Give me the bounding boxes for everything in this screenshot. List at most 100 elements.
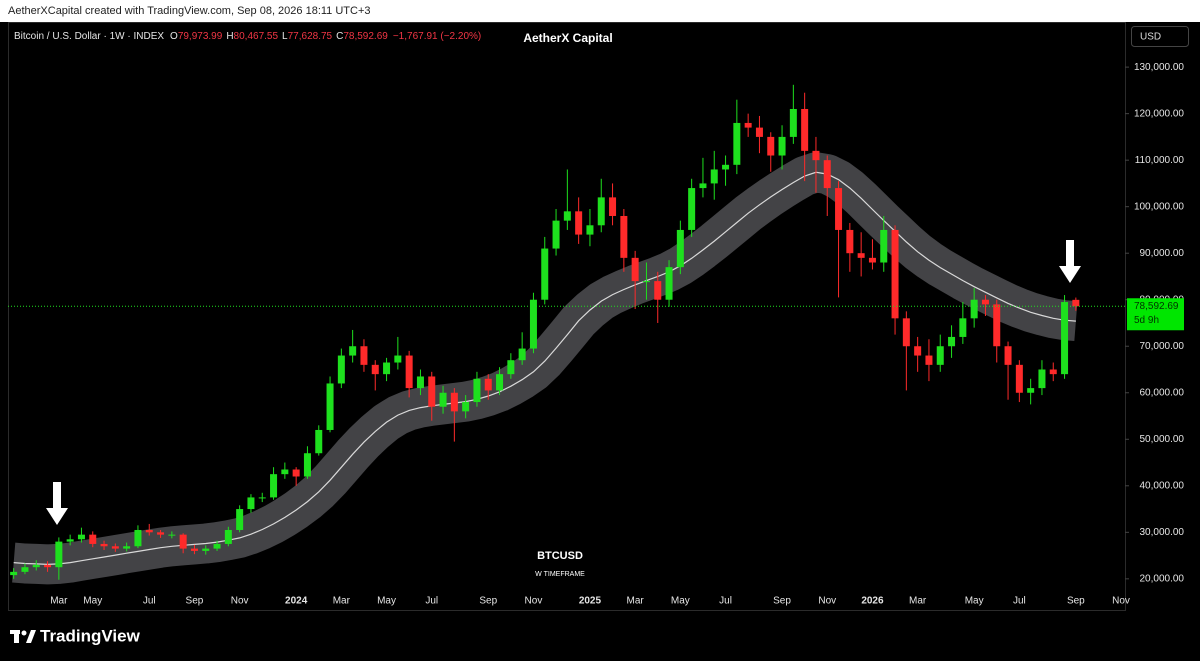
y-tick-label: 90,000.00 bbox=[1140, 248, 1185, 259]
x-tick-label: 2025 bbox=[579, 596, 602, 607]
candle-body bbox=[236, 509, 244, 530]
candle-body bbox=[1061, 302, 1069, 375]
candle-body bbox=[699, 183, 707, 189]
x-tick-label: 2026 bbox=[861, 596, 884, 607]
candle-body bbox=[914, 346, 922, 356]
candle-body bbox=[145, 529, 153, 533]
arrow bbox=[46, 482, 68, 525]
candle-body bbox=[292, 469, 300, 477]
ohlc-key: L bbox=[282, 31, 288, 42]
candle-body bbox=[902, 318, 910, 347]
candle-body bbox=[405, 355, 413, 389]
candle-body bbox=[484, 378, 492, 391]
candle-body bbox=[473, 378, 481, 403]
candle-body bbox=[111, 546, 119, 549]
x-tick-label: Nov bbox=[231, 596, 249, 607]
price-tag-label: 78,592.69 bbox=[1134, 301, 1179, 312]
candle-body bbox=[733, 122, 741, 165]
currency[interactable]: USD bbox=[1140, 32, 1161, 43]
candle-body bbox=[755, 127, 763, 137]
candle-body bbox=[959, 318, 967, 337]
brand: TradingView bbox=[40, 626, 141, 645]
candle-body bbox=[371, 364, 379, 375]
ohlc-value: 78,592.69 bbox=[343, 31, 388, 42]
candle-body bbox=[416, 376, 424, 389]
x-tick-label: Mar bbox=[909, 596, 927, 607]
symbol-header: Bitcoin / U.S. Dollar · 1W · INDEX O79,97… bbox=[14, 31, 481, 42]
y-tick-label: 120,000.00 bbox=[1134, 108, 1184, 119]
candle-body bbox=[496, 374, 504, 391]
candle-body bbox=[857, 253, 865, 258]
change: −1,767.91 (−2.20%) bbox=[393, 31, 481, 42]
candle-body bbox=[462, 402, 470, 412]
candle-body bbox=[654, 281, 662, 300]
currency-button[interactable] bbox=[1131, 26, 1189, 47]
candle-body bbox=[32, 564, 40, 568]
candle-body bbox=[722, 164, 730, 170]
x-tick-label: Mar bbox=[333, 596, 351, 607]
candle-body bbox=[993, 304, 1001, 347]
candle-body bbox=[778, 136, 786, 156]
x-tick-label: May bbox=[83, 596, 102, 607]
candle-body bbox=[44, 564, 52, 568]
brand-logo bbox=[10, 630, 36, 643]
candle-body bbox=[326, 383, 334, 430]
candle-body bbox=[360, 346, 368, 365]
plot-area bbox=[5, 84, 1085, 585]
candle-body bbox=[518, 348, 526, 361]
candle-body bbox=[1072, 299, 1080, 307]
candle-body bbox=[812, 150, 820, 161]
candle-body bbox=[563, 211, 571, 221]
y-tick-label: 110,000.00 bbox=[1135, 155, 1185, 166]
x-tick-label: May bbox=[965, 596, 984, 607]
candle-body bbox=[247, 497, 255, 510]
candle-body bbox=[981, 299, 989, 305]
x-tick-label: Sep bbox=[1067, 596, 1085, 607]
candle-body bbox=[552, 220, 560, 249]
plot-border bbox=[8, 22, 1126, 611]
y-tick-label: 30,000.00 bbox=[1140, 527, 1185, 538]
ohlc-value: 77,628.75 bbox=[288, 31, 333, 42]
credit: AetherXCapital created with TradingView.… bbox=[8, 5, 371, 17]
y-tick-label: 100,000.00 bbox=[1134, 201, 1184, 212]
candle-body bbox=[1004, 346, 1012, 365]
x-tick-label: Nov bbox=[818, 596, 836, 607]
candle-body bbox=[676, 229, 684, 268]
candle-body bbox=[688, 188, 696, 230]
candle-body bbox=[281, 469, 289, 475]
candle-body bbox=[89, 534, 97, 544]
candle-body bbox=[21, 567, 29, 572]
candle-body bbox=[66, 539, 74, 542]
x-tick-label: May bbox=[671, 596, 690, 607]
x-tick-label: Jul bbox=[143, 596, 156, 607]
candle-body bbox=[157, 532, 165, 535]
watermark: BTCUSD bbox=[537, 550, 583, 562]
candle-body bbox=[880, 229, 888, 263]
ohlc-key: H bbox=[226, 31, 233, 42]
candle-body bbox=[77, 534, 85, 540]
candle-body bbox=[100, 543, 108, 547]
x-tick-label: Mar bbox=[627, 596, 645, 607]
x-tick-label: Nov bbox=[525, 596, 543, 607]
x-tick-label: Nov bbox=[1112, 596, 1130, 607]
candle-body bbox=[507, 360, 515, 375]
candle-body bbox=[529, 299, 537, 349]
candle-body bbox=[315, 429, 323, 454]
candle-body bbox=[541, 248, 549, 300]
candle-body bbox=[224, 529, 232, 544]
candle-body bbox=[801, 108, 809, 151]
candle-body bbox=[868, 257, 876, 263]
watermark-sub: W TIMEFRAME bbox=[535, 571, 585, 578]
x-tick-label: May bbox=[377, 596, 396, 607]
candle-body bbox=[609, 197, 617, 216]
x-tick-label: 2024 bbox=[285, 596, 308, 607]
candle-body bbox=[1015, 364, 1023, 393]
candle-body bbox=[1038, 369, 1046, 389]
candle-body bbox=[179, 534, 187, 549]
candle-body bbox=[349, 346, 357, 356]
x-tick-label: Sep bbox=[186, 596, 204, 607]
candle-body bbox=[337, 355, 345, 384]
y-tick-label: 50,000.00 bbox=[1140, 434, 1185, 445]
